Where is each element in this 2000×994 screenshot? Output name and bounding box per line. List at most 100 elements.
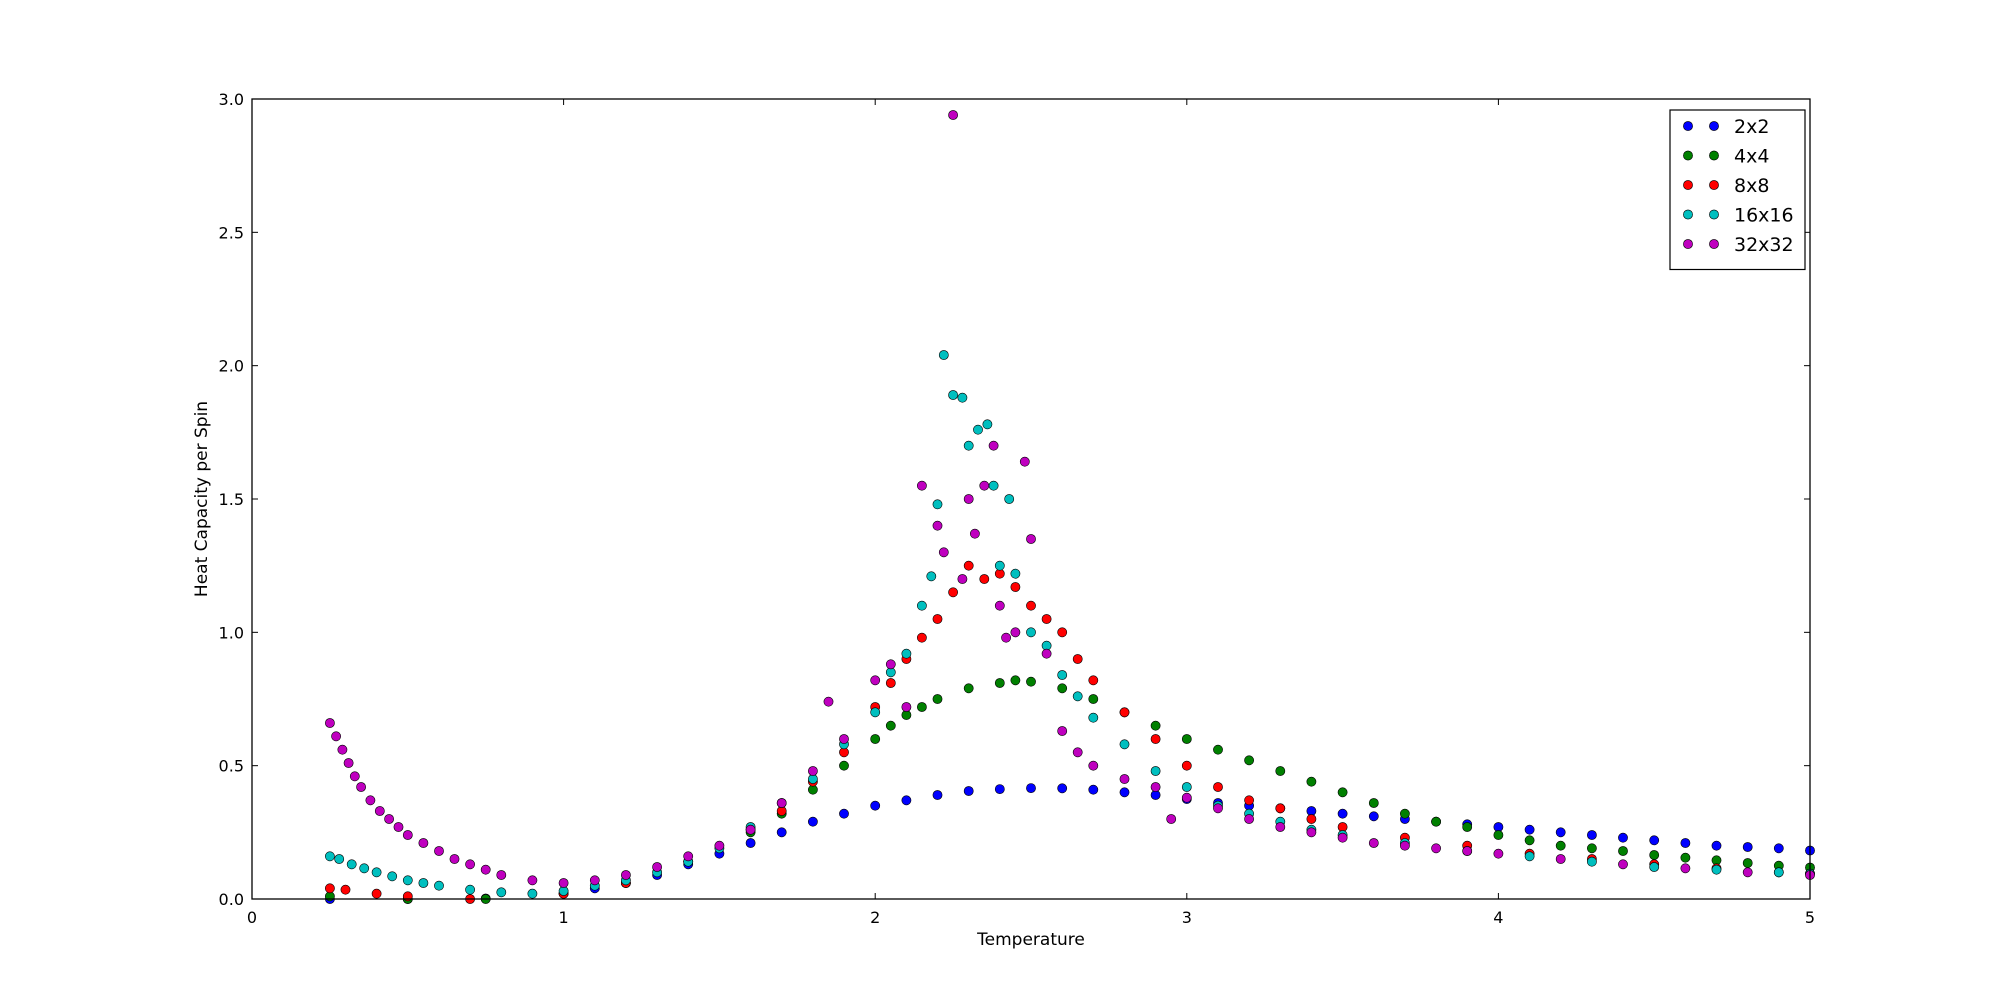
data-point bbox=[714, 840, 725, 851]
legend: 2x2 4x4 8x8 16x16 32x32 bbox=[1669, 109, 1806, 271]
legend-label: 4x4 bbox=[1734, 146, 1769, 168]
data-point bbox=[346, 859, 357, 870]
data-point bbox=[1088, 712, 1099, 723]
data-point bbox=[808, 766, 818, 776]
data-point bbox=[948, 390, 958, 400]
data-point bbox=[1587, 856, 1597, 867]
data-point bbox=[1555, 827, 1566, 838]
data-point bbox=[340, 884, 351, 895]
y-tick-label: 2.5 bbox=[219, 223, 244, 242]
data-point bbox=[496, 870, 507, 880]
data-point bbox=[1166, 814, 1177, 824]
data-point bbox=[1150, 766, 1161, 776]
data-point bbox=[652, 862, 662, 872]
data-point bbox=[418, 838, 429, 848]
data-point bbox=[1041, 614, 1052, 624]
data-point bbox=[1010, 675, 1021, 686]
data-point bbox=[356, 782, 366, 792]
legend-item: 2x2 bbox=[1683, 116, 1769, 138]
legend-item: 32x32 bbox=[1683, 234, 1794, 256]
data-point bbox=[1618, 859, 1628, 870]
y-tick-label: 1.5 bbox=[219, 490, 244, 509]
data-point bbox=[374, 806, 385, 816]
data-point bbox=[1773, 843, 1784, 854]
y-axis-label: Heat Capacity per Spin bbox=[192, 401, 212, 597]
data-point bbox=[1555, 840, 1566, 851]
data-point bbox=[745, 838, 756, 848]
data-point bbox=[418, 878, 429, 888]
data-point bbox=[839, 734, 849, 744]
data-point bbox=[1680, 838, 1691, 848]
data-point bbox=[932, 499, 943, 510]
data-point bbox=[1010, 627, 1021, 638]
data-point bbox=[683, 851, 694, 862]
legend-marker bbox=[1709, 209, 1719, 220]
data-point bbox=[994, 560, 1005, 571]
data-point bbox=[1368, 838, 1379, 848]
data-point bbox=[926, 571, 937, 582]
data-point bbox=[1041, 648, 1052, 659]
data-point bbox=[901, 795, 912, 806]
data-point bbox=[334, 854, 345, 864]
data-point bbox=[870, 800, 881, 811]
data-point bbox=[776, 827, 787, 838]
data-point bbox=[1072, 691, 1083, 702]
data-point bbox=[885, 678, 896, 688]
data-point bbox=[885, 720, 896, 731]
data-point bbox=[963, 494, 974, 504]
data-point bbox=[1088, 760, 1099, 771]
data-point bbox=[621, 870, 631, 880]
data-point bbox=[808, 816, 818, 827]
data-point bbox=[994, 784, 1005, 794]
data-point bbox=[324, 718, 335, 728]
data-point bbox=[1431, 816, 1441, 827]
x-tick-label: 3 bbox=[1182, 908, 1192, 927]
data-point bbox=[1337, 832, 1348, 843]
data-point bbox=[1275, 822, 1286, 832]
data-point bbox=[1119, 739, 1130, 750]
data-point bbox=[948, 587, 958, 598]
data-point bbox=[1400, 840, 1410, 851]
y-tick-label: 2.0 bbox=[219, 357, 244, 376]
data-point bbox=[384, 814, 394, 824]
data-point bbox=[948, 110, 958, 120]
legend-marker bbox=[1709, 150, 1719, 161]
data-point bbox=[1587, 843, 1597, 854]
data-point bbox=[1368, 798, 1379, 808]
data-point bbox=[776, 798, 787, 808]
data-point bbox=[1244, 814, 1254, 824]
data-point bbox=[402, 830, 413, 840]
data-point bbox=[1742, 842, 1753, 852]
data-point bbox=[465, 884, 475, 895]
data-point bbox=[527, 875, 538, 886]
x-tick-label: 0 bbox=[247, 908, 257, 927]
data-point bbox=[1150, 720, 1161, 731]
legend-item: 8x8 bbox=[1683, 175, 1769, 197]
data-point bbox=[1493, 848, 1504, 859]
legend-marker bbox=[1683, 239, 1693, 249]
data-point bbox=[527, 888, 538, 899]
plot-frame bbox=[251, 98, 1811, 900]
data-point bbox=[973, 424, 983, 435]
data-point bbox=[402, 875, 413, 886]
data-point bbox=[1649, 850, 1660, 860]
data-point bbox=[994, 678, 1005, 688]
data-point bbox=[1004, 494, 1015, 504]
data-point bbox=[349, 771, 360, 782]
data-point bbox=[1555, 854, 1566, 864]
data-point bbox=[870, 675, 881, 686]
data-point bbox=[1368, 811, 1379, 822]
data-point bbox=[917, 632, 927, 643]
data-point bbox=[343, 758, 354, 768]
data-point bbox=[917, 480, 927, 491]
data-point bbox=[885, 659, 896, 670]
data-point bbox=[901, 648, 912, 659]
legend-marker bbox=[1709, 121, 1719, 131]
data-point bbox=[917, 600, 927, 611]
data-point bbox=[901, 702, 912, 712]
data-point bbox=[337, 744, 348, 755]
data-point bbox=[1649, 835, 1660, 846]
data-point bbox=[1057, 627, 1068, 638]
data-point bbox=[1072, 654, 1083, 664]
